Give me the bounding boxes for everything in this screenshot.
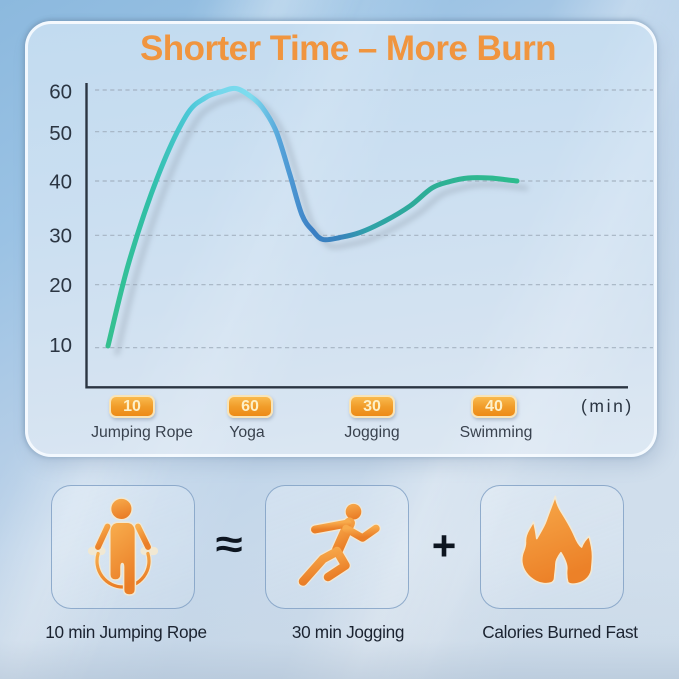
svg-text:60: 60 (49, 81, 72, 104)
svg-text:30: 30 (49, 225, 72, 248)
svg-text:40: 40 (49, 171, 72, 194)
svg-text:20: 20 (49, 274, 72, 297)
svg-text:50: 50 (49, 122, 72, 145)
svg-text:10: 10 (49, 334, 72, 357)
